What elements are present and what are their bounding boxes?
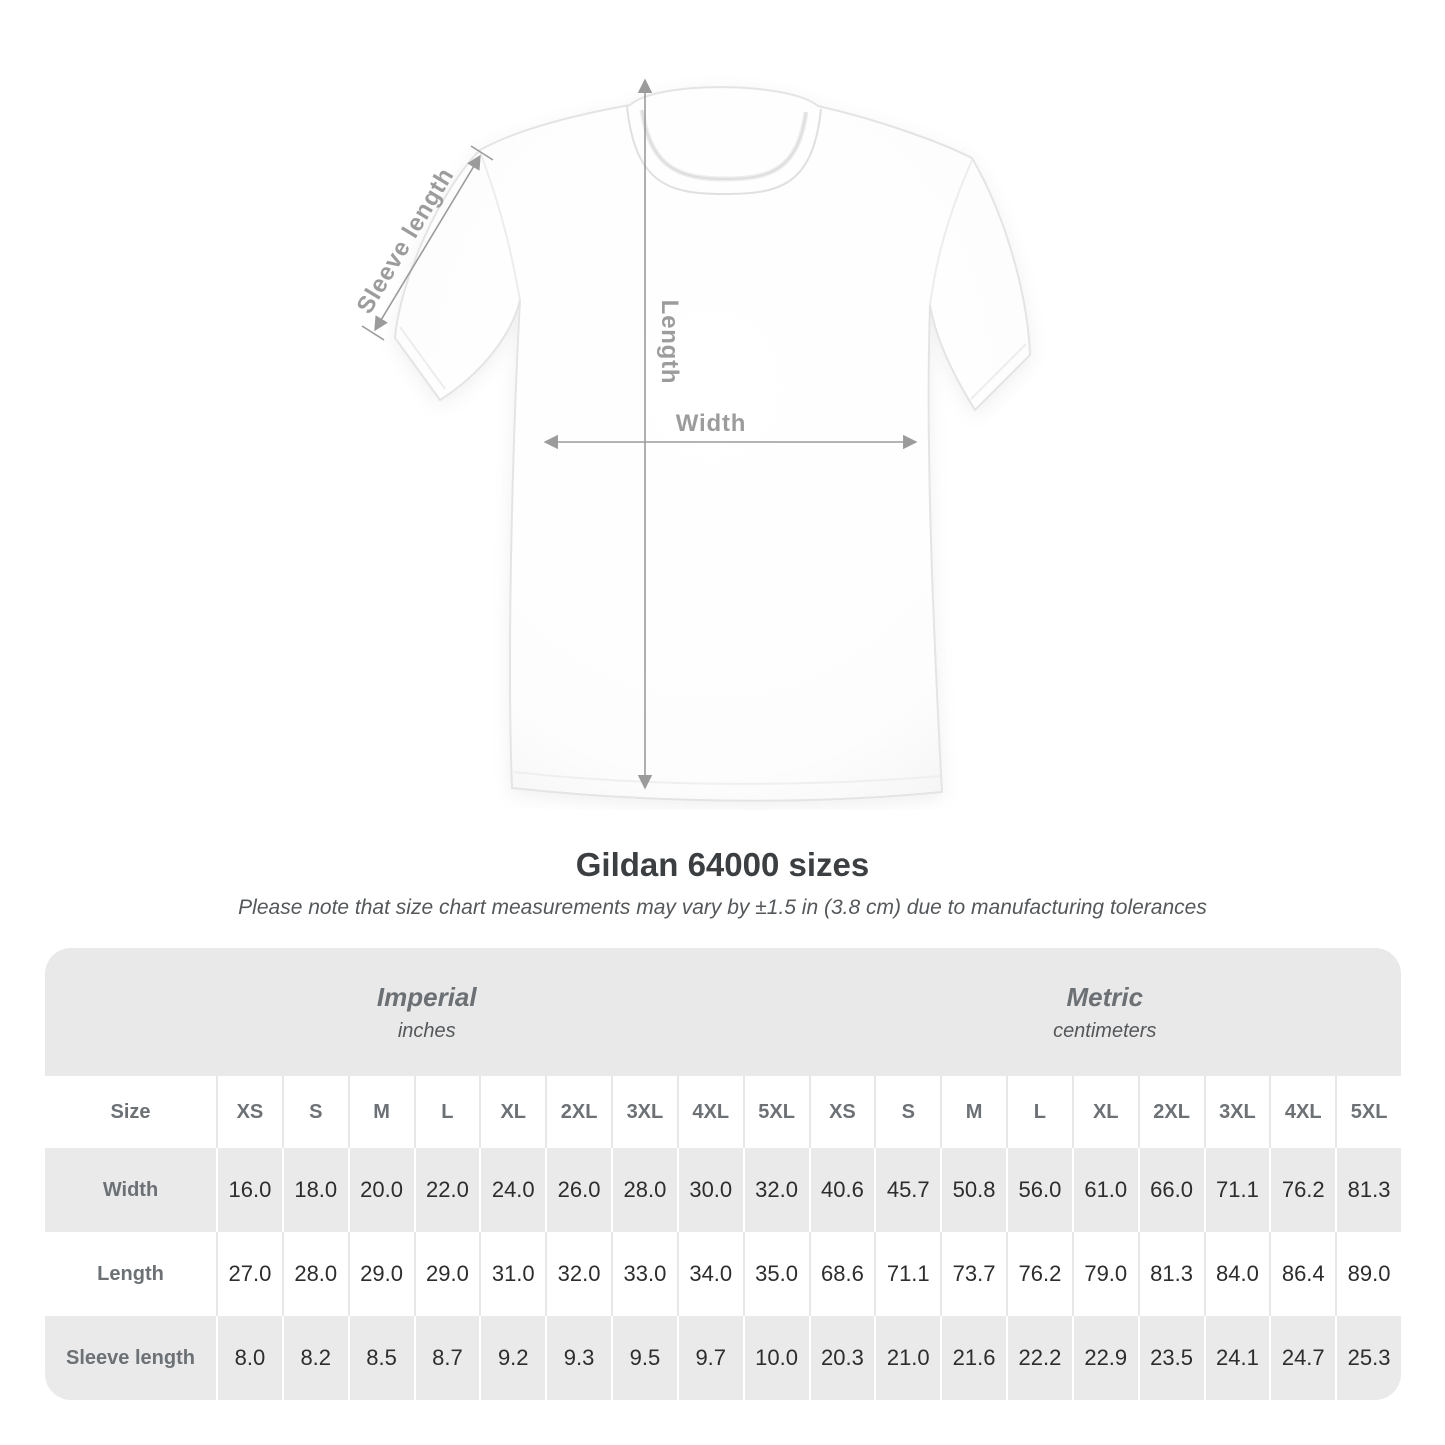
table-cell: 8.7 <box>413 1316 480 1400</box>
size-col-header: S <box>281 1076 348 1148</box>
sleeve-arrow-end-tick <box>470 145 494 161</box>
size-col-header: M <box>940 1076 1006 1148</box>
table-cell: 32.0 <box>545 1232 611 1316</box>
size-col-header: S <box>874 1076 941 1148</box>
size-col-header: 2XL <box>545 1076 611 1148</box>
table-cell: 8.0 <box>216 1316 282 1400</box>
table-cell: 8.5 <box>347 1316 414 1400</box>
size-col-header: XL <box>479 1076 546 1148</box>
table-cell: 34.0 <box>676 1232 743 1316</box>
size-col-header: 4XL <box>676 1076 743 1148</box>
page-title: Gildan 64000 sizes <box>575 846 870 883</box>
table-cell: 23.5 <box>1137 1316 1204 1400</box>
table-cell: 24.1 <box>1203 1316 1270 1400</box>
table-cell: 28.0 <box>611 1148 677 1232</box>
size-col-header: 3XL <box>1203 1076 1270 1148</box>
size-col-header: 4XL <box>1269 1076 1336 1148</box>
metric-section-title: Metric <box>1066 981 1144 1012</box>
table-cell: 40.6 <box>808 1148 875 1232</box>
table-cell: 10.0 <box>742 1316 809 1400</box>
size-col-header: L <box>413 1076 480 1148</box>
metric-section-header: Metric centimeters <box>808 948 1401 1076</box>
table-cell: 26.0 <box>545 1148 611 1232</box>
table-cell: 18.0 <box>281 1148 348 1232</box>
table-cell: 27.0 <box>216 1232 282 1316</box>
table-cell: 28.0 <box>281 1232 348 1316</box>
table-cell: 81.3 <box>1137 1232 1204 1316</box>
imperial-section-header: Imperial inches <box>45 948 809 1076</box>
table-cell: 76.2 <box>1006 1232 1072 1316</box>
imperial-section-unit: inches <box>397 1019 456 1042</box>
size-col-header: XS <box>808 1076 875 1148</box>
size-col-header: M <box>347 1076 414 1148</box>
table-cell: 9.2 <box>479 1316 546 1400</box>
imperial-section-title: Imperial <box>376 981 477 1012</box>
table-cell: 61.0 <box>1071 1148 1138 1232</box>
tshirt-shape <box>393 86 1032 802</box>
length-row-label: Length <box>45 1232 216 1316</box>
table-cell: 71.1 <box>874 1232 941 1316</box>
table-cell: 22.0 <box>413 1148 480 1232</box>
table-cell: 20.3 <box>808 1316 875 1400</box>
table-cell: 29.0 <box>413 1232 480 1316</box>
table-cell: 24.7 <box>1269 1316 1336 1400</box>
table-cell: 9.3 <box>545 1316 611 1400</box>
table-cell: 33.0 <box>611 1232 677 1316</box>
table-cell: 9.5 <box>611 1316 677 1400</box>
table-cell: 45.7 <box>874 1148 941 1232</box>
table-cell: 56.0 <box>1006 1148 1072 1232</box>
table-cell: 89.0 <box>1335 1232 1401 1316</box>
table-cell: 30.0 <box>676 1148 743 1232</box>
table-cell: 21.6 <box>940 1316 1006 1400</box>
table-cell: 79.0 <box>1071 1232 1138 1316</box>
table-cell: 81.3 <box>1335 1148 1401 1232</box>
table-cell: 29.0 <box>347 1232 414 1316</box>
table-cell: 50.8 <box>940 1148 1006 1232</box>
table-cell: 31.0 <box>479 1232 546 1316</box>
size-col-header: 5XL <box>742 1076 809 1148</box>
table-cell: 8.2 <box>281 1316 348 1400</box>
table-cell: 35.0 <box>742 1232 809 1316</box>
size-col-header: XS <box>216 1076 282 1148</box>
table-cell: 9.7 <box>676 1316 743 1400</box>
width-row-label: Width <box>45 1148 216 1232</box>
table-cell: 86.4 <box>1269 1232 1336 1316</box>
table-cell: 24.0 <box>479 1148 546 1232</box>
metric-section-unit: centimeters <box>1053 1019 1157 1042</box>
table-cell: 71.1 <box>1203 1148 1270 1232</box>
size-col-header: 5XL <box>1335 1076 1401 1148</box>
width-dimension-label: Width <box>675 410 747 437</box>
table-cell: 84.0 <box>1203 1232 1270 1316</box>
table-cell: 22.2 <box>1006 1316 1072 1400</box>
tolerance-note: Please note that size chart measurements… <box>238 896 1207 919</box>
table-cell: 21.0 <box>874 1316 941 1400</box>
table-cell: 76.2 <box>1269 1148 1336 1232</box>
size-col-header: L <box>1006 1076 1072 1148</box>
table-cell: 16.0 <box>216 1148 282 1232</box>
dimension-arrows <box>361 78 918 790</box>
table-cell: 22.9 <box>1071 1316 1138 1400</box>
sleeve-arrow-end-tick <box>361 325 385 341</box>
table-cell: 25.3 <box>1335 1316 1401 1400</box>
size-row-label: Size <box>45 1076 216 1148</box>
sleeve-length-row-label: Sleeve length <box>45 1316 216 1400</box>
table-cell: 68.6 <box>808 1232 875 1316</box>
heading: Gildan 64000 sizes Please note that size… <box>0 846 1445 920</box>
table-cell: 66.0 <box>1137 1148 1204 1232</box>
size-col-header: 2XL <box>1137 1076 1204 1148</box>
table-cell: 20.0 <box>347 1148 414 1232</box>
tshirt-illustration: Sleeve length Length Width <box>340 60 1050 810</box>
size-table: Imperial inches Metric centimeters Size … <box>45 948 1401 1400</box>
size-col-header: 3XL <box>611 1076 677 1148</box>
sleeve-length-arrow <box>374 154 481 332</box>
length-dimension-label: Length <box>656 299 683 385</box>
tshirt-graphic <box>361 78 1032 802</box>
table-cell: 32.0 <box>742 1148 809 1232</box>
size-col-header: XL <box>1071 1076 1138 1148</box>
table-cell: 73.7 <box>940 1232 1006 1316</box>
